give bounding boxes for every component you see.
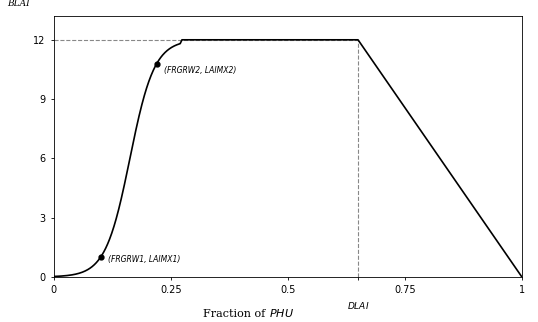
Text: Fraction of: Fraction of [203,309,269,319]
Text: $\mathit{PHU}$: $\mathit{PHU}$ [269,307,294,319]
Text: (FRGRW1, LAIMX1): (FRGRW1, LAIMX1) [108,255,180,264]
Text: (FRGRW2, LAIMX2): (FRGRW2, LAIMX2) [164,66,236,75]
Text: BLAI: BLAI [8,0,30,8]
Text: $DLAI$: $DLAI$ [347,300,369,311]
